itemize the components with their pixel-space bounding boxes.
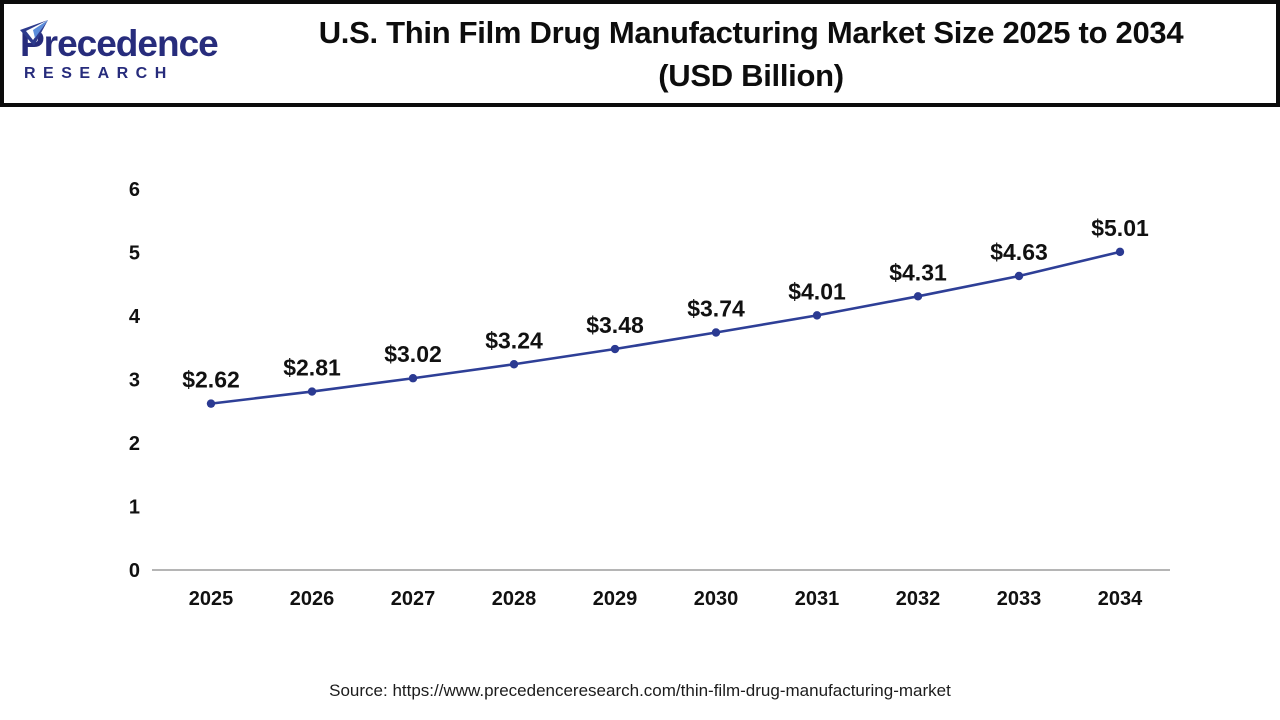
- y-axis-tick-label: 5: [129, 243, 140, 265]
- header: Precedence RESEARCH U.S. Thin Film Drug …: [0, 0, 1280, 107]
- data-point: [408, 374, 418, 383]
- data-point-label: $4.01: [788, 278, 846, 304]
- chart-title: U.S. Thin Film Drug Manufacturing Market…: [240, 11, 1276, 97]
- logo-wordmark: Precedence: [20, 20, 240, 64]
- y-axis-tick-label: 2: [129, 433, 140, 455]
- data-point: [913, 292, 923, 301]
- data-point-label: $3.02: [384, 341, 442, 367]
- data-point: [206, 399, 216, 408]
- x-axis-year-label: 2025: [189, 588, 234, 610]
- y-axis-tick-label: 4: [129, 306, 141, 328]
- data-point-label: $4.63: [990, 239, 1048, 265]
- data-point: [307, 387, 317, 396]
- x-axis-year-label: 2031: [795, 588, 840, 610]
- data-point-label: $2.62: [182, 367, 240, 393]
- logo-text-precedence: Precedence: [20, 23, 219, 64]
- trend-line: [209, 250, 1122, 405]
- data-point: [1115, 247, 1125, 257]
- data-point: [509, 360, 519, 369]
- y-axis-tick-label: 3: [129, 370, 140, 392]
- paper-plane-icon: [20, 20, 48, 46]
- chart-title-line1: U.S. Thin Film Drug Manufacturing Market…: [318, 14, 1184, 50]
- y-axis-tick-label: 0: [129, 560, 140, 582]
- x-axis-year-label: 2034: [1098, 588, 1143, 610]
- logo-text-research: RESEARCH: [24, 65, 174, 82]
- data-point-label: $4.31: [889, 259, 947, 285]
- data-point-label: $5.01: [1091, 215, 1149, 241]
- x-axis-year-label: 2030: [694, 588, 739, 610]
- market-size-line-chart: 0 1 2 3 4 5 6 2025 2026 2027 2028 2029 2030 2031 2032 2…: [129, 179, 1170, 610]
- x-axis-year-label: 2028: [492, 588, 537, 610]
- source-text: Source: https://www.precedenceresearch.c…: [329, 681, 951, 700]
- data-point: [610, 344, 620, 354]
- data-point: [812, 311, 822, 320]
- data-point-label: $3.74: [687, 296, 745, 322]
- x-axis-year-label: 2033: [997, 588, 1042, 610]
- data-point: [711, 328, 721, 337]
- y-axis-tick-label: 6: [129, 179, 140, 201]
- x-axis-year-label: 2026: [290, 588, 335, 610]
- data-point-label: $3.48: [586, 312, 644, 338]
- x-axis-year-label: 2029: [593, 588, 638, 610]
- y-axis-tick-label: 1: [129, 497, 140, 519]
- chart-title-line2: (USD Billion): [658, 57, 844, 93]
- x-axis-year-label: 2027: [391, 588, 436, 610]
- data-point-label: $3.24: [485, 327, 543, 353]
- data-point: [1014, 271, 1024, 281]
- logo: Precedence RESEARCH: [4, 20, 240, 82]
- data-point-label: $2.81: [283, 355, 341, 381]
- x-axis-year-label: 2032: [896, 588, 941, 610]
